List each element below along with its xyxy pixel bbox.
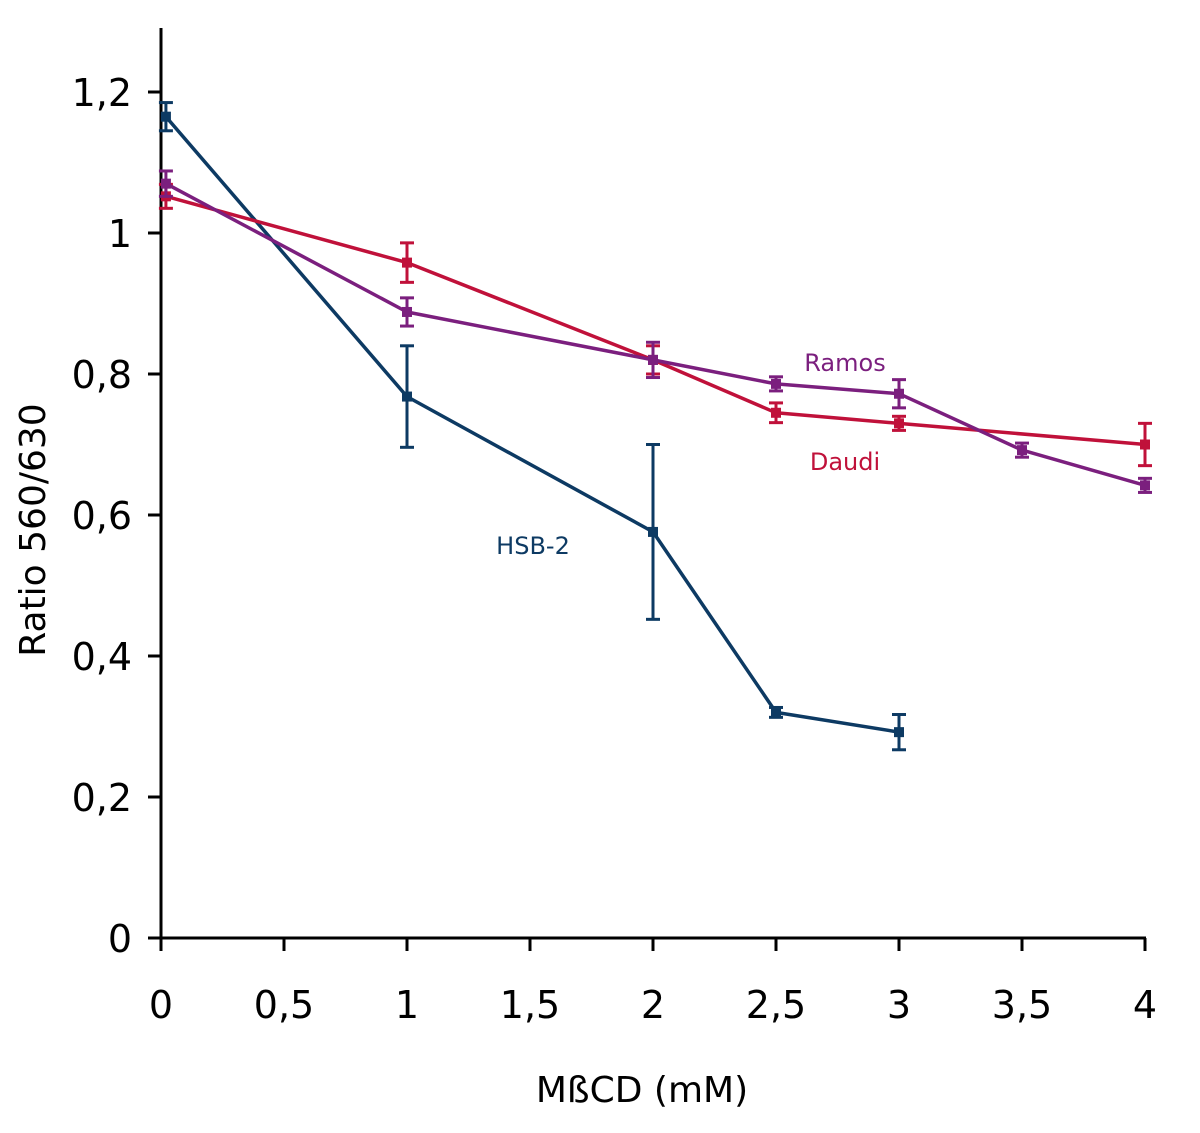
x-tick-label: 1,5: [500, 983, 560, 1027]
data-point: [648, 526, 658, 537]
x-tick-label: 3,5: [992, 983, 1052, 1027]
x-tick-label: 4: [1133, 983, 1157, 1027]
x-ticks: 0 0,5 1 1,5 2 2,5 3 3,5 4: [149, 938, 1157, 1027]
y-axis-title: Ratio 560/630: [13, 403, 54, 656]
y-tick-label: 1: [108, 212, 132, 256]
x-tick-label: 0: [149, 983, 173, 1027]
data-point: [402, 257, 412, 268]
series-line-daudi: [165, 194, 1146, 447]
data-point: [771, 407, 781, 418]
x-tick-label: 1: [395, 983, 419, 1027]
series-ramos: [158, 169, 1152, 494]
y-tick-label: 0: [108, 917, 132, 961]
data-point: [1140, 439, 1150, 450]
data-point: [160, 178, 171, 189]
data-point: [771, 378, 781, 389]
x-axis-title: MßCD (mM): [536, 1070, 748, 1111]
y-tick-label: 0,2: [72, 776, 132, 820]
y-ticks: 0 0,2 0,4 0,6 0,8 1 1,2: [72, 71, 161, 961]
data-point: [160, 111, 171, 122]
series-line-ramos: [165, 182, 1146, 488]
series-line-hsb2: [164, 115, 900, 734]
data-point: [894, 388, 904, 399]
data-point: [771, 707, 781, 718]
data-point: [894, 727, 904, 738]
data-point: [1017, 445, 1027, 456]
data-point: [402, 306, 412, 317]
y-tick-label: 0,8: [72, 353, 132, 397]
data-point: [1140, 480, 1150, 491]
x-tick-label: 2: [641, 983, 665, 1027]
y-tick-label: 1,2: [72, 71, 132, 115]
series-hsb2: [158, 101, 906, 752]
series-label-daudi: Daudi: [810, 448, 880, 476]
series-daudi: [158, 182, 1152, 468]
series-label-hsb2: HSB-2: [496, 532, 570, 560]
data-point: [894, 418, 904, 429]
series-label-ramos: Ramos: [804, 349, 885, 377]
data-point: [402, 391, 412, 402]
y-tick-label: 0,6: [72, 494, 132, 538]
data-point: [648, 354, 658, 365]
x-tick-label: 2,5: [746, 983, 806, 1027]
y-tick-label: 0,4: [72, 635, 132, 679]
x-tick-label: 3: [887, 983, 911, 1027]
series-layer: [158, 101, 1152, 752]
x-tick-label: 0,5: [254, 983, 314, 1027]
label-layer: Ramos Daudi HSB-2: [496, 349, 886, 560]
